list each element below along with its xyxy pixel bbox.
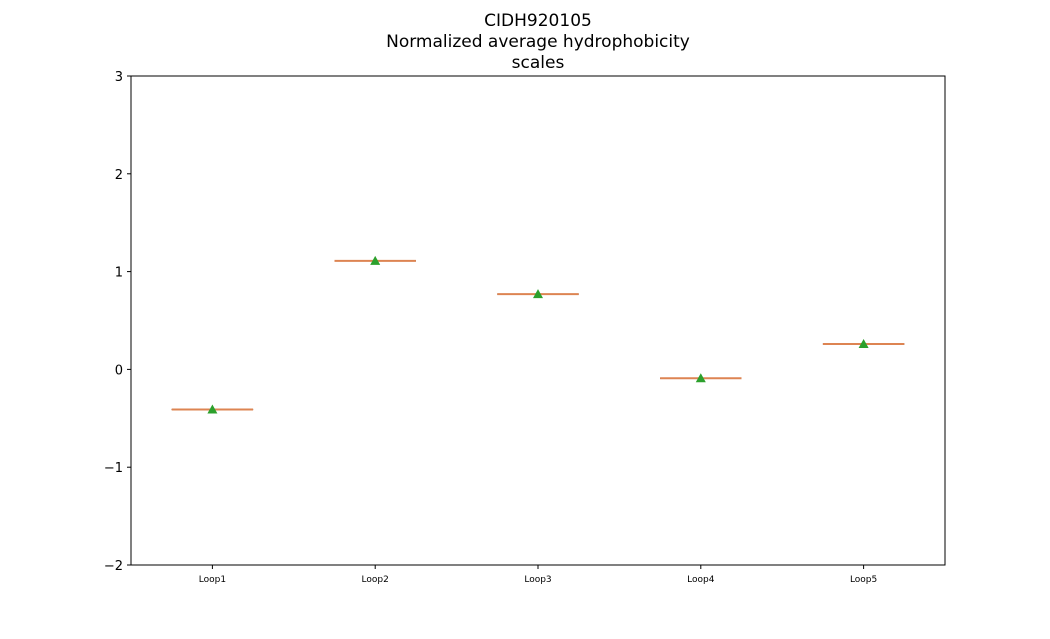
chart-title-line-2: Normalized average hydrophobicity	[386, 32, 690, 52]
y-tick-label: 2	[115, 168, 123, 183]
chart-title: CIDH920105 Normalized average hydrophobi…	[386, 11, 690, 73]
box-loop2	[334, 255, 416, 265]
y-tick-label: 1	[115, 266, 123, 281]
y-tick-label: 3	[115, 70, 123, 85]
mean-marker	[370, 255, 381, 265]
chart-title-line-3: scales	[512, 53, 565, 73]
box-loop3	[497, 289, 579, 299]
mean-marker	[207, 404, 218, 414]
y-tick-label: −2	[104, 559, 123, 574]
box-series	[171, 255, 905, 414]
chart-title-line-1: CIDH920105	[484, 11, 592, 31]
mean-marker	[858, 338, 869, 348]
y-tick-label: 0	[115, 363, 123, 378]
x-tick-label: Loop2	[362, 575, 389, 585]
mean-marker	[695, 373, 706, 383]
y-axis: −2 −1 0 1 2 3	[104, 70, 131, 574]
plot-area-frame	[130, 75, 946, 566]
x-tick-label: Loop5	[850, 575, 877, 585]
x-tick-label: Loop1	[199, 575, 226, 585]
x-tick-label: Loop3	[524, 575, 551, 585]
mean-marker	[533, 289, 543, 299]
y-tick-label: −1	[104, 461, 123, 476]
x-tick-label: Loop4	[687, 575, 715, 585]
x-axis: Loop1 Loop2 Loop3 Loop4 Loop5	[199, 565, 877, 585]
box-loop1	[171, 404, 254, 414]
box-loop5	[822, 338, 905, 348]
box-loop4	[660, 373, 742, 383]
